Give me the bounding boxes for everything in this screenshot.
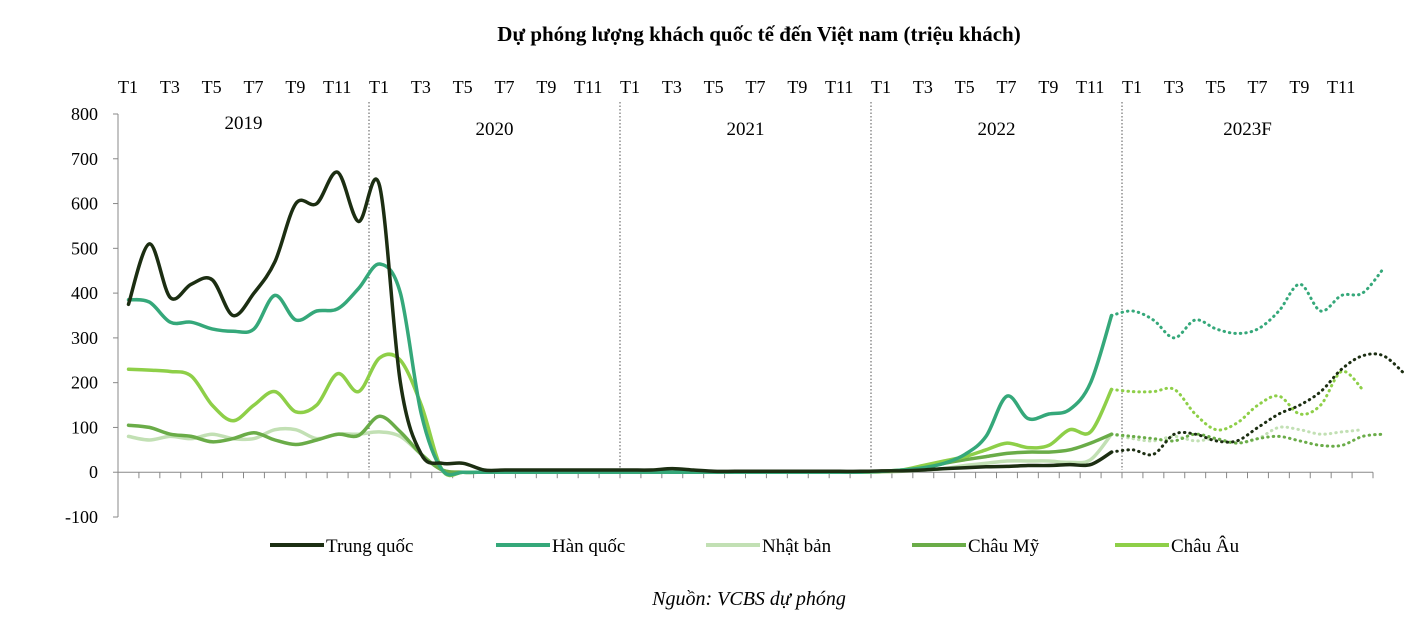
month-label: T1	[118, 77, 138, 97]
month-label: T3	[411, 77, 431, 97]
y-tick-label: 100	[71, 417, 98, 437]
month-label: T1	[620, 77, 640, 97]
month-label: T11	[825, 77, 853, 97]
month-label: T9	[536, 77, 556, 97]
series-forecast-line-3	[1110, 432, 1385, 448]
chart-title: Dự phóng lượng khách quốc tế đến Việt na…	[497, 22, 1021, 46]
legend-label-1: Hàn quốc	[552, 536, 625, 557]
legend-label-2: Nhật bản	[762, 536, 832, 557]
month-label: T7	[1248, 77, 1268, 97]
month-label: T11	[323, 77, 351, 97]
month-label: T3	[662, 77, 682, 97]
month-label: T5	[955, 77, 975, 97]
series-forecast-line-4	[1110, 369, 1364, 432]
month-label: T3	[1164, 77, 1184, 97]
month-label: T5	[453, 77, 473, 97]
y-tick-label: -100	[65, 507, 98, 527]
month-label: T7	[244, 77, 264, 97]
month-label: T5	[704, 77, 724, 97]
series-forecast-line-0	[1110, 352, 1406, 457]
series-forecast-line-1	[1110, 267, 1385, 340]
month-label: T11	[1327, 77, 1355, 97]
month-label: T9	[787, 77, 807, 97]
month-label: T3	[160, 77, 180, 97]
y-tick-label: 600	[71, 194, 98, 214]
legend-label-0: Trung quốc	[326, 536, 413, 557]
y-tick-label: 800	[71, 104, 98, 124]
month-label: T7	[997, 77, 1017, 97]
month-label: T5	[202, 77, 222, 97]
year-label: 2022	[978, 119, 1016, 140]
axes: 800 700 600 500 400 300 200 100 0 -100 T1 T3 T5 T7 T9 T…	[65, 77, 1374, 527]
y-tick-label: 700	[71, 149, 98, 169]
month-label: T9	[1038, 77, 1058, 97]
month-label: T11	[1076, 77, 1104, 97]
month-label: T1	[369, 77, 389, 97]
y-tick-label: 200	[71, 373, 98, 393]
month-label: T5	[1206, 77, 1226, 97]
month-label: T7	[746, 77, 766, 97]
month-label: T9	[1289, 77, 1309, 97]
month-label: T3	[913, 77, 933, 97]
source-note: Nguồn: VCBS dự phóng	[652, 588, 846, 610]
y-tick-label: 500	[71, 238, 98, 258]
legend-label-3: Châu Mỹ	[968, 536, 1040, 557]
month-label: T1	[1122, 77, 1142, 97]
series-lines	[126, 170, 1406, 478]
year-label: 2020	[476, 119, 514, 140]
y-tick-label: 300	[71, 328, 98, 348]
legend-label-4: Châu Âu	[1171, 535, 1240, 557]
series-line-0	[126, 170, 1114, 474]
month-label: T7	[495, 77, 515, 97]
month-label: T11	[574, 77, 602, 97]
year-label: 2023F	[1223, 119, 1272, 140]
y-tick-label: 0	[89, 462, 98, 482]
legend: Trung quốc Hàn quốc Nhật bản Châu Mỹ Châu Âu	[270, 535, 1240, 557]
series-line-1	[126, 262, 1114, 477]
year-label: 2019	[225, 113, 263, 134]
month-label: T1	[871, 77, 891, 97]
y-tick-label: 400	[71, 283, 98, 303]
month-label: T9	[285, 77, 305, 97]
year-label: 2021	[727, 119, 765, 140]
